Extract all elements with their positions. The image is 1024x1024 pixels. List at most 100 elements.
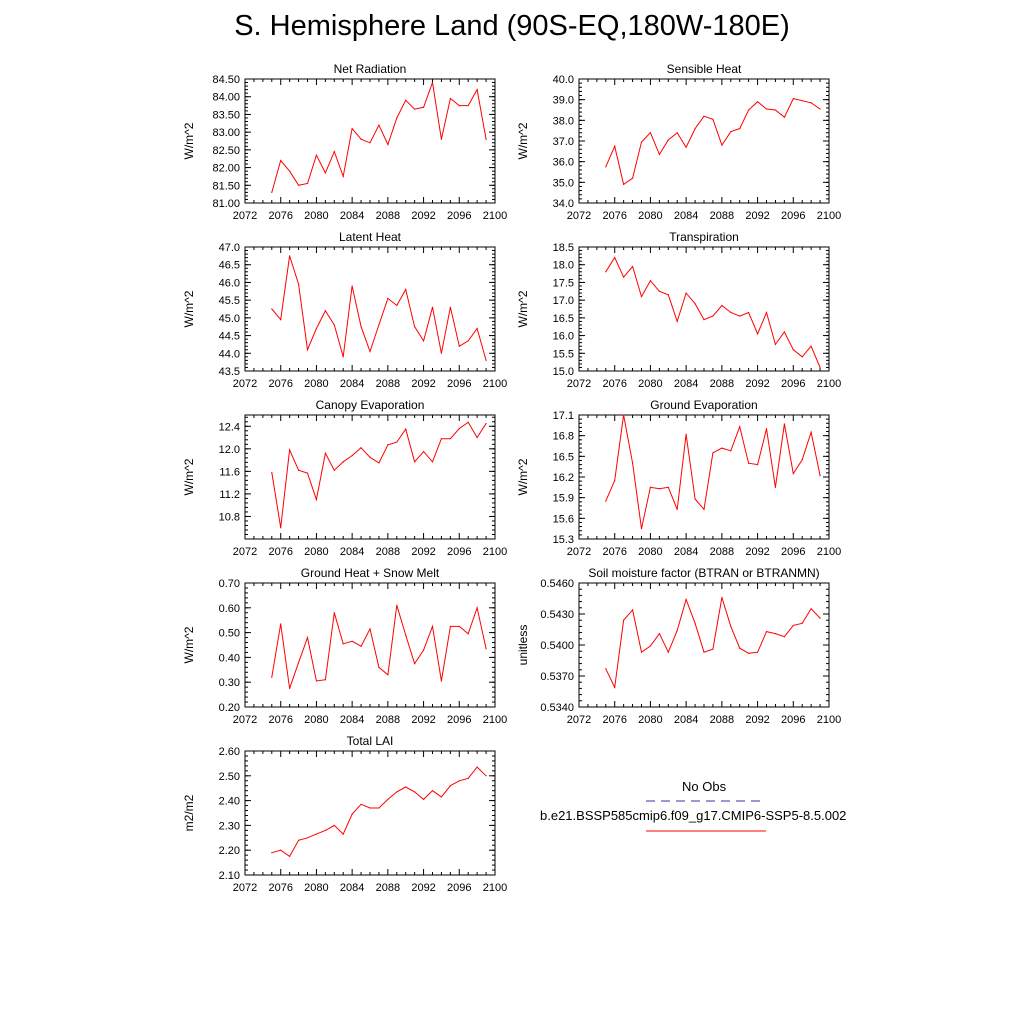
y-tick-label: 44.0: [219, 348, 240, 360]
data-point: [694, 303, 696, 305]
data-point: [810, 431, 812, 433]
data-point: [414, 461, 416, 463]
series-line: [271, 605, 487, 689]
data-point: [280, 623, 282, 625]
data-point: [801, 459, 803, 461]
x-tick-label: 2076: [268, 882, 292, 894]
chart-title: Soil moisture factor (BTRAN or BTRANMN): [588, 566, 819, 580]
data-point: [431, 81, 434, 84]
x-tick-label: 2072: [233, 210, 257, 222]
data-point: [631, 265, 634, 268]
data-point: [467, 340, 469, 342]
chart-panel: Soil moisture factor (BTRAN or BTRANMN) u…: [516, 566, 841, 726]
y-axis-label: W/m^2: [516, 290, 530, 327]
data-point: [297, 184, 300, 186]
data-point: [396, 791, 398, 793]
data-point: [685, 146, 687, 148]
data-point: [431, 461, 434, 463]
x-tick-label: 2084: [340, 882, 364, 894]
y-tick-label: 0.5370: [540, 671, 574, 683]
x-tick-label: 2080: [304, 210, 328, 222]
y-tick-label: 17.1: [553, 410, 574, 422]
data-point: [396, 304, 398, 307]
data-point: [396, 441, 398, 443]
x-tick-label: 2096: [781, 210, 805, 222]
data-point: [614, 686, 616, 688]
data-point: [280, 849, 282, 851]
x-tick-label: 2072: [567, 714, 591, 726]
x-tick-label: 2092: [745, 378, 769, 390]
data-point: [605, 500, 607, 502]
data-point: [649, 486, 652, 488]
data-point: [422, 798, 425, 800]
y-tick-label: 36.0: [553, 157, 574, 169]
y-axis-label: W/m^2: [182, 290, 196, 327]
data-point: [792, 624, 794, 626]
y-axis-label: W/m^2: [182, 122, 196, 159]
x-tick-label: 2080: [638, 378, 662, 390]
data-point: [783, 331, 785, 333]
x-tick-label: 2092: [411, 546, 435, 558]
y-tick-label: 39.0: [553, 95, 574, 107]
plot-frame: [244, 750, 496, 876]
data-point: [623, 183, 625, 185]
x-tick-label: 2076: [268, 546, 292, 558]
data-point: [730, 131, 732, 133]
data-point: [623, 414, 625, 416]
data-point: [819, 617, 821, 619]
data-point: [315, 498, 318, 501]
x-tick-label: 2076: [602, 714, 626, 726]
data-point: [333, 151, 335, 153]
data-point: [378, 807, 380, 809]
x-tick-label: 2092: [411, 882, 435, 894]
data-point: [667, 294, 669, 296]
x-tick-label: 2088: [710, 210, 734, 222]
y-tick-label: 0.70: [219, 578, 240, 590]
data-point: [703, 115, 705, 117]
data-point: [306, 472, 309, 474]
data-point: [351, 640, 353, 642]
y-tick-label: 0.5460: [540, 578, 574, 590]
data-point: [685, 433, 687, 435]
y-tick-label: 0.5400: [540, 640, 574, 652]
data-point: [756, 651, 759, 653]
data-point: [387, 297, 389, 299]
y-tick-label: 0.5430: [540, 609, 574, 621]
series-line: [271, 421, 487, 528]
data-point: [667, 651, 669, 653]
data-point: [422, 649, 425, 651]
x-tick-label: 2072: [233, 882, 257, 894]
plot-frame: [244, 582, 496, 708]
data-point: [703, 508, 705, 510]
data-point: [387, 798, 389, 800]
data-point: [783, 423, 785, 425]
data-point: [342, 356, 344, 358]
x-tick-label: 2080: [304, 714, 328, 726]
data-point: [476, 607, 478, 609]
data-point: [280, 319, 282, 321]
data-point: [458, 104, 460, 107]
x-tick-label: 2100: [483, 546, 507, 558]
series-line: [271, 82, 487, 193]
data-point: [631, 609, 634, 611]
x-tick-label: 2088: [376, 882, 400, 894]
data-point: [422, 340, 425, 342]
data-point: [485, 359, 487, 361]
data-point: [819, 475, 821, 477]
data-point: [721, 144, 723, 146]
y-tick-label: 11.2: [219, 489, 240, 501]
data-point: [667, 139, 669, 141]
y-tick-label: 10.8: [219, 511, 240, 523]
data-point: [289, 855, 291, 858]
data-point: [360, 645, 362, 647]
data-point: [730, 311, 732, 314]
x-tick-label: 2092: [745, 546, 769, 558]
chart-panel: Ground Heat + Snow Melt W/m^2 2072 2076 2080…: [182, 566, 507, 726]
data-point: [271, 308, 273, 310]
data-point: [360, 447, 362, 449]
data-point: [324, 679, 326, 681]
chart-title: Canopy Evaporation: [316, 398, 425, 412]
x-tick-label: 2088: [710, 378, 734, 390]
x-tick-label: 2076: [602, 546, 626, 558]
data-point: [605, 271, 607, 273]
